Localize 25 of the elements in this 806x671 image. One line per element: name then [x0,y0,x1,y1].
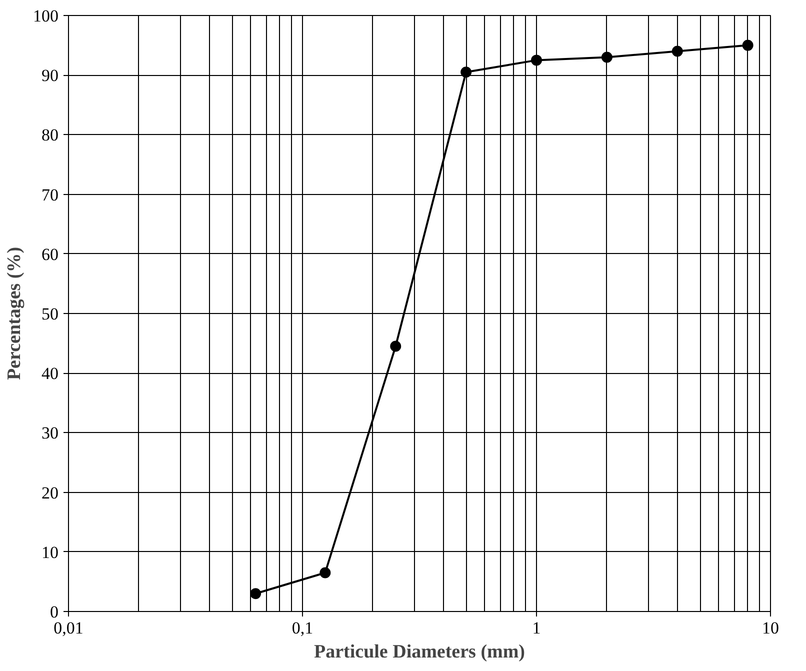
y-tick-label: 80 [42,126,58,145]
y-tick-label: 60 [42,244,58,264]
y-tick-label: 10 [42,542,58,562]
x-tick-label: 0,1 [292,618,314,638]
point [672,46,683,57]
y-axis-title: Percentages (%) [4,246,25,380]
x-tick-label: 1 [532,618,541,638]
point [390,340,402,352]
x-axis-title: Particule Diameters (mm) [314,642,526,662]
y-tick-label: 70 [42,185,58,204]
x-tick-label: 10 [762,618,779,638]
y-tick-label: 0 [50,602,58,622]
x-tick-label: 0,01 [54,618,84,638]
point [250,588,262,600]
y-tick-label: 100 [33,6,58,26]
point [460,66,472,78]
y-tick-label: 50 [42,304,58,324]
point [601,52,612,63]
point [320,567,331,578]
y-tick-label: 30 [42,424,58,443]
y-tick-label: 40 [42,364,58,384]
y-tick-label: 20 [42,483,58,502]
point [531,54,542,66]
y-tick-label: 90 [42,66,58,86]
point [742,40,754,51]
